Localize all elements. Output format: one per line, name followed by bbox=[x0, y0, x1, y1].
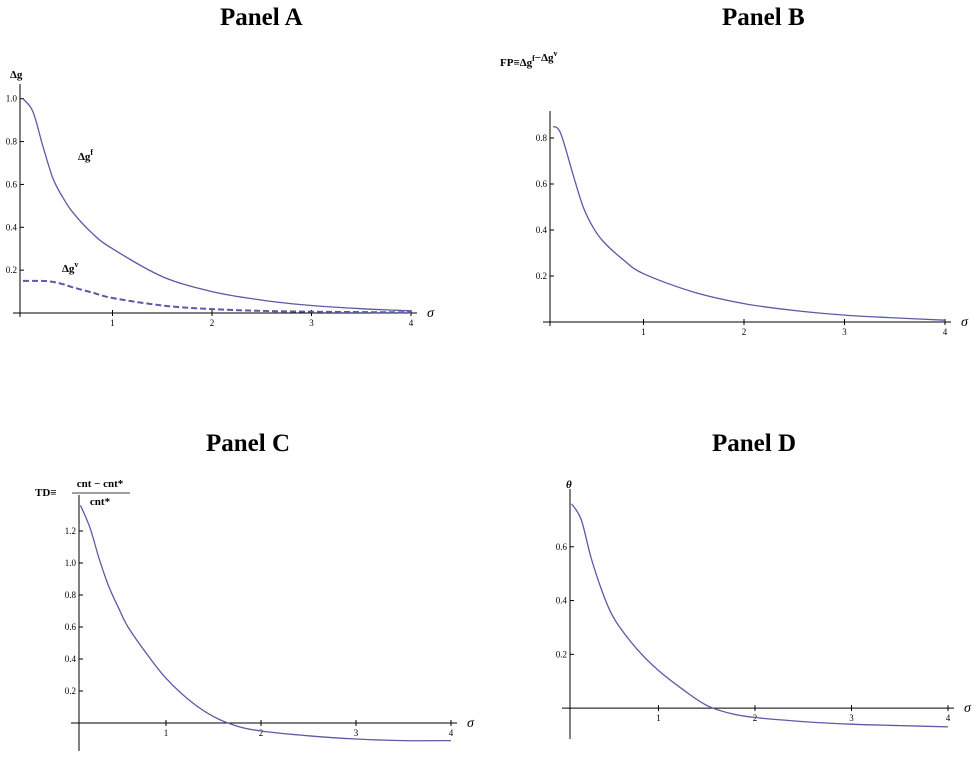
y-tick-label: 0.2 bbox=[65, 686, 76, 696]
x-tick-label: 3 bbox=[849, 713, 854, 723]
panel-d-title: Panel D bbox=[712, 430, 797, 457]
y-tick-label: 1.0 bbox=[6, 94, 18, 104]
series-line-1 bbox=[552, 125, 946, 321]
y-tick-label: 0.4 bbox=[65, 654, 77, 664]
x-tick-label: 4 bbox=[449, 728, 454, 738]
series-line-1 bbox=[79, 505, 452, 742]
y-axis-label: Δg bbox=[10, 69, 23, 81]
y-tick-label: 0.8 bbox=[6, 137, 18, 147]
x-tick-label: 2 bbox=[742, 327, 747, 337]
x-axis-label: σ bbox=[964, 701, 972, 716]
y-tick-label: 0.4 bbox=[536, 225, 548, 235]
y-tick-label: 0.4 bbox=[6, 222, 18, 232]
panel-b-title: Panel B bbox=[722, 4, 805, 31]
x-tick-label: 3 bbox=[309, 318, 314, 328]
series-line-1 bbox=[571, 503, 949, 728]
y-axis-label: FP≡Δgf−Δgv bbox=[500, 49, 557, 69]
chart-panel-c: 1 2 3 4 0.2 0.4 0.6 0.8 1.0 1.2 σ TD≡ cnt − cnt* cnt* bbox=[35, 478, 475, 751]
y-tick-label: 0.2 bbox=[6, 265, 17, 275]
chart-panel-b: 1 2 3 4 0.2 0.4 0.6 0.8 σ FP≡Δgf−Δgv bbox=[500, 49, 969, 337]
y-tick-label: 0.6 bbox=[6, 179, 18, 189]
y-axis-label-numerator: cnt − cnt* bbox=[77, 478, 124, 490]
x-axis-label: σ bbox=[427, 306, 435, 321]
x-axis-label: σ bbox=[467, 716, 475, 731]
y-tick-label: 1.0 bbox=[65, 558, 77, 568]
x-tick-label: 1 bbox=[641, 327, 646, 337]
y-tick-label: 0.2 bbox=[536, 271, 547, 281]
x-tick-label: 1 bbox=[110, 318, 115, 328]
y-tick-label: 0.6 bbox=[556, 542, 568, 552]
series-label-dg-v: Δgv bbox=[62, 260, 78, 275]
x-axis-label: σ bbox=[961, 315, 969, 330]
series-line-1 bbox=[22, 98, 412, 312]
chart-panel-a: 1 2 3 4 0.2 0.4 0.6 0.8 1.0 σ Δg Δgf Δgv bbox=[6, 69, 435, 328]
x-tick-label: 4 bbox=[943, 327, 948, 337]
series-line-2 bbox=[22, 279, 412, 314]
y-axis-label: θ bbox=[566, 479, 572, 491]
x-tick-label: 2 bbox=[210, 318, 215, 328]
y-tick-label: 0.6 bbox=[65, 622, 77, 632]
y-axis-label-denominator: cnt* bbox=[90, 496, 111, 508]
y-tick-label: 1.2 bbox=[65, 526, 76, 536]
x-tick-label: 1 bbox=[656, 713, 661, 723]
panel-a-title: Panel A bbox=[220, 4, 303, 31]
y-tick-label: 0.8 bbox=[65, 590, 77, 600]
y-axis-label: TD≡ bbox=[35, 487, 57, 499]
series-label-dg-f: Δgf bbox=[78, 148, 93, 163]
x-tick-label: 4 bbox=[409, 318, 414, 328]
x-tick-label: 3 bbox=[842, 327, 847, 337]
x-tick-label: 3 bbox=[354, 728, 359, 738]
chart-panel-d: 1 2 3 40.20.40.6σθ bbox=[556, 479, 972, 739]
panel-c-title: Panel C bbox=[206, 430, 291, 457]
x-tick-label: 4 bbox=[946, 713, 951, 723]
y-tick-label: 0.6 bbox=[536, 179, 548, 189]
y-tick-label: 0.4 bbox=[556, 596, 568, 606]
x-tick-label: 1 bbox=[164, 728, 169, 738]
y-tick-label: 0.2 bbox=[556, 649, 567, 659]
y-tick-label: 0.8 bbox=[536, 133, 548, 143]
x-tick-label: 2 bbox=[259, 728, 264, 738]
